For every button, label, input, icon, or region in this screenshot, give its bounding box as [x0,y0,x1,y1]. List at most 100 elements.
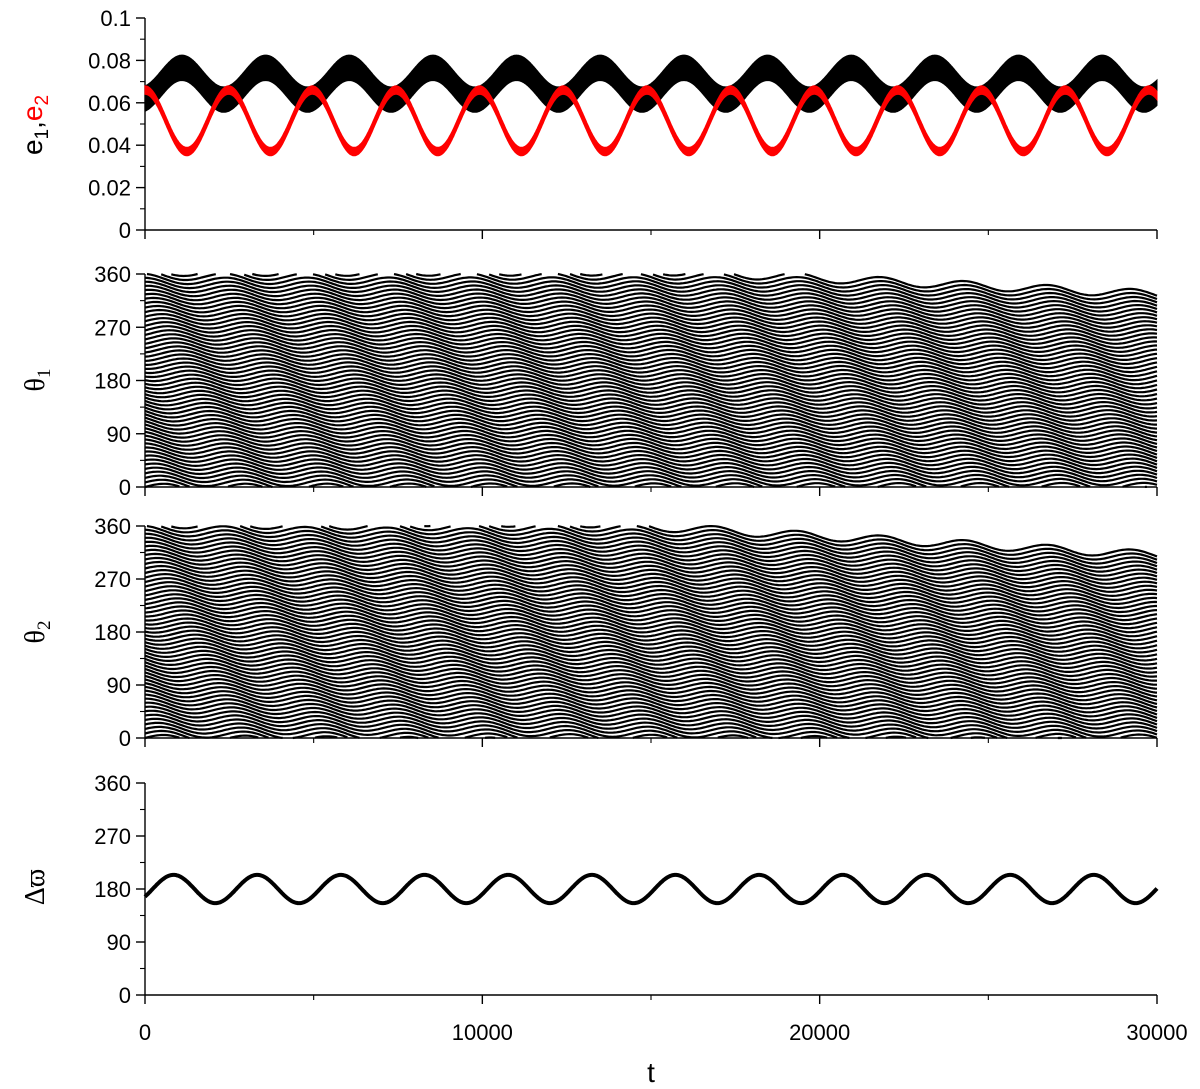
circulation-trace [733,273,785,281]
circulation-trace [145,609,1158,674]
circulation-trace [308,482,344,488]
circulation-trace [144,325,1158,382]
circulation-trace [498,273,522,277]
circulation-trace [950,732,998,740]
circulation-trace [405,272,461,281]
y-tick-label: 0 [119,218,131,243]
circulation-trace [145,357,1158,414]
circulation-trace [796,482,836,488]
circulation-trace [145,536,1158,602]
circulation-trace [144,434,1091,488]
circulation-trace [144,577,1158,642]
circulation-trace [144,349,1158,406]
circulation-trace [885,735,907,739]
circulation-trace [144,713,439,739]
circulation-trace [171,272,198,278]
x-tick-label: 0 [139,1020,151,1045]
circulation-trace [144,637,1158,702]
circulation-trace [144,568,1158,634]
circulation-trace [144,420,1158,475]
circulation-trace [399,735,419,740]
y-tick-label: 0 [119,983,131,1008]
circulation-trace [569,273,623,281]
y-tick-label: 0.06 [88,91,131,116]
circulation-trace [144,385,1158,442]
circulation-trace [144,581,1158,646]
circulation-trace [648,524,1158,558]
circulation-trace [145,446,846,488]
circulation-trace [877,482,917,488]
circulation-trace [393,273,1158,317]
circulation-trace [144,409,1158,463]
circulation-trace [243,273,297,281]
panel-theta2: 0 90 180 270 360 [94,514,1158,751]
y-tick-label: 360 [94,514,131,539]
delta-varpi-line [143,872,1159,906]
circulation-trace [557,272,1158,309]
circulation-trace [320,525,1158,577]
circulation-trace [144,416,1158,471]
circulation-trace [640,273,1158,305]
circulation-trace [144,729,190,740]
circulation-trace [144,629,1158,694]
series-e2-band [144,85,1158,157]
circulation-trace [144,709,518,739]
y-tick-label: 360 [94,262,131,287]
circulation-trace [144,430,1158,487]
circulation-trace [335,273,360,277]
circulation-trace [470,482,508,488]
circulation-trace [145,361,1158,418]
circulation-trace [144,697,757,739]
circulation-trace [636,525,1158,561]
circulation-trace [800,734,828,739]
circulation-trace [415,272,441,277]
circulation-trace [144,564,1158,630]
circulation-trace [144,552,1158,618]
circulation-trace [144,427,1158,483]
ylabel-delta-varpi: Δϖ [20,869,51,905]
y-tick-label: 270 [94,315,131,340]
circulation-trace [144,333,1158,390]
circulation-trace [1120,733,1158,739]
circulation-trace [144,593,1158,658]
circulation-trace [144,393,1158,449]
circulation-trace [970,736,986,739]
circulation-trace [292,731,348,740]
circulation-trace [476,273,1158,313]
circulation-trace [328,525,368,531]
circulation-trace [160,273,217,282]
circulation-trace [144,337,1158,394]
circulation-trace [715,482,755,488]
circulation-trace [252,272,279,277]
circulation-trace [144,671,1158,734]
circulation-trace [144,321,1158,378]
circulation-trace [488,273,542,281]
circulation-trace [145,280,1158,337]
circulation-trace [144,605,1158,670]
circulation-trace [144,705,599,740]
ylabel-theta2-subscript: 2 [34,621,55,631]
circulation-trace [865,731,917,740]
circulation-trace [579,272,603,277]
circulation-trace [144,288,1158,345]
circulation-trace [144,540,1158,606]
circulation-trace [144,689,850,739]
circulation-trace [144,458,599,488]
y-tick-label: 90 [107,422,131,447]
y-tick-label: 90 [107,930,131,955]
ylabel-eccentricities: e1,e2 [17,95,53,155]
y-tick-label: 270 [94,567,131,592]
circulation-trace [144,450,763,488]
circulation-trace [579,525,601,529]
circulation-trace [144,674,1158,738]
circulation-trace [144,341,1158,398]
circulation-trace [488,525,536,532]
circulation-trace [249,525,283,531]
circulation-trace [652,273,704,281]
x-tick-label: 30000 [1126,1020,1187,1045]
circulation-trace [144,474,273,489]
circulation-trace [144,345,1158,402]
y-tick-label: 0.02 [88,176,131,201]
circulation-trace [144,397,1158,453]
circulation-trace [144,532,1158,598]
